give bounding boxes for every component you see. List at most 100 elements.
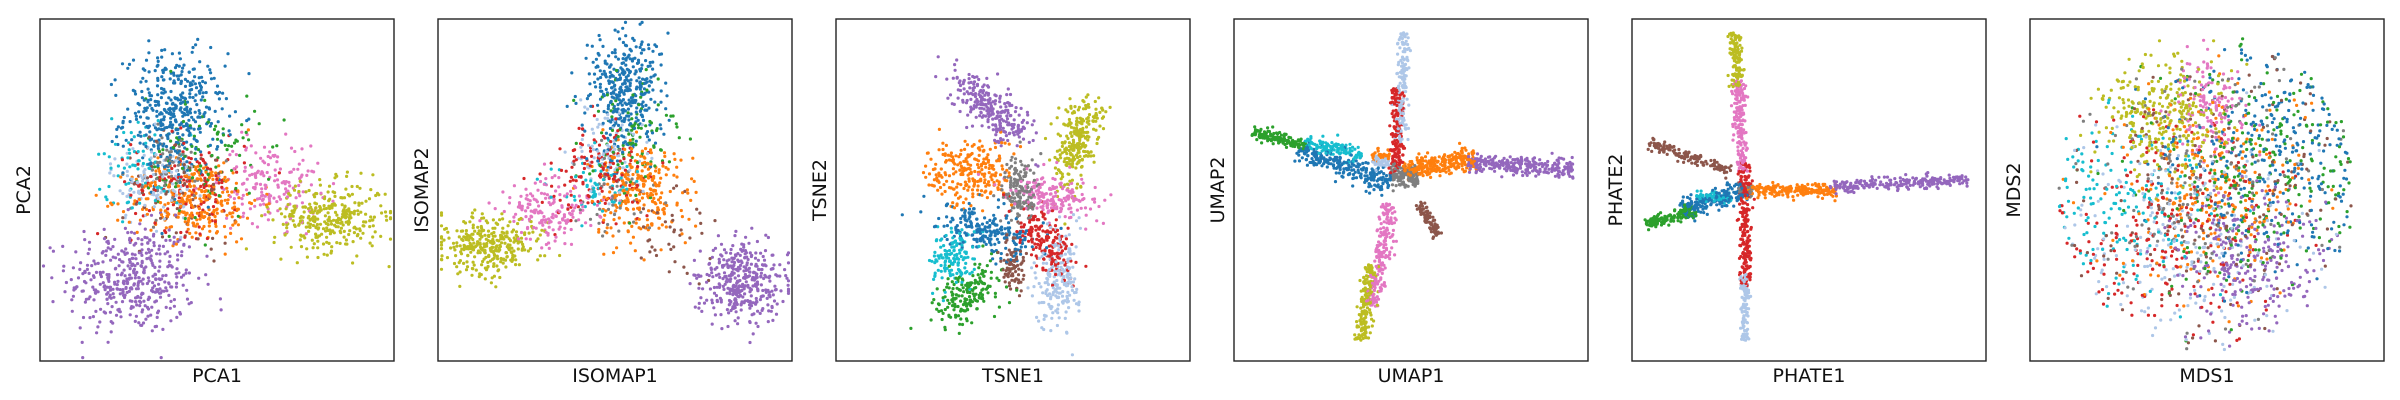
isomap-point-purple: [736, 322, 740, 326]
pca-point-green: [221, 127, 225, 131]
isomap-point-olive: [455, 241, 459, 245]
pca-point-purple: [140, 264, 144, 268]
isomap-point-green: [631, 93, 635, 97]
isomap-point-red: [636, 165, 640, 169]
isomap-point-blue: [603, 59, 607, 63]
pca-point-purple: [91, 274, 96, 278]
pca-point-pink: [253, 204, 257, 208]
isomap-point-green: [656, 103, 660, 107]
isomap-point-blue: [615, 110, 619, 114]
isomap-point-pink: [572, 184, 577, 188]
pca-point-cyan: [124, 182, 128, 186]
pca-point-olive: [333, 191, 337, 195]
isomap-point-olive: [514, 258, 518, 262]
isomap-point-pink: [563, 219, 568, 223]
isomap-point-red: [597, 143, 602, 147]
pca-point-pink: [261, 197, 265, 201]
isomap-point-orange: [635, 188, 639, 192]
pca-point-olive: [348, 194, 352, 198]
isomap-point-gray: [601, 234, 605, 238]
pca-point-olive: [293, 224, 297, 228]
isomap-point-brown: [697, 282, 701, 286]
pca-point-light-blue: [121, 191, 125, 196]
pca-point-purple: [102, 227, 106, 231]
isomap-point-orange: [636, 206, 640, 210]
pca-point-olive: [339, 231, 343, 235]
isomap-point-purple: [739, 247, 743, 251]
isomap-point-purple: [702, 301, 707, 305]
pca-point-olive: [329, 251, 333, 255]
isomap-point-orange: [615, 205, 619, 209]
isomap-point-red: [588, 164, 592, 168]
pca-point-blue: [209, 45, 213, 50]
isomap-point-purple: [733, 253, 738, 257]
pca-point-purple: [134, 257, 138, 261]
isomap-point-light-blue: [600, 161, 604, 166]
isomap-point-purple: [752, 270, 756, 274]
pca-point-blue: [173, 106, 177, 111]
pca-point-green: [245, 94, 249, 98]
pca-point-olive: [298, 216, 302, 220]
tsne-point-pink: [1093, 200, 1097, 204]
pca-point-pink: [312, 170, 316, 174]
pca-point-orange: [197, 171, 201, 175]
pca-point-blue: [215, 84, 220, 88]
isomap-point-purple: [725, 277, 729, 281]
pca-point-orange: [202, 196, 206, 200]
tsne-point-orange: [964, 197, 968, 201]
pca-point-pink: [316, 161, 320, 165]
tsne-point-purple: [1032, 119, 1036, 123]
pca-point-orange: [135, 230, 139, 234]
pca-point-olive: [306, 221, 310, 225]
tsne-point-orange: [1018, 145, 1023, 149]
isomap-point-purple: [730, 256, 734, 260]
isomap-point-orange: [657, 184, 661, 188]
isomap-point-brown: [655, 211, 660, 215]
isomap-point-pink: [550, 176, 554, 180]
pca-point-olive: [342, 208, 346, 212]
pca-point-pink: [261, 159, 265, 163]
isomap-point-blue: [608, 133, 612, 137]
pca-point-pink: [297, 183, 301, 188]
isomap-point-purple: [772, 263, 776, 267]
isomap-point-red: [583, 161, 587, 166]
isomap-point-blue: [590, 44, 594, 48]
tsne-point-purple: [962, 92, 966, 96]
pca-point-purple: [117, 309, 121, 313]
pca-point-pink: [214, 181, 218, 185]
isomap-point-purple: [750, 226, 754, 230]
pca-point-blue: [116, 125, 120, 129]
pca-point-blue: [199, 150, 203, 154]
tsne-point-orange: [978, 139, 982, 143]
pca-point-orange: [153, 180, 157, 184]
isomap-point-purple: [753, 256, 758, 260]
pca-point-brown: [223, 241, 227, 245]
tsne-point-purple: [1021, 137, 1026, 141]
isomap-point-light-blue: [589, 189, 593, 193]
isomap-point-olive: [439, 267, 444, 271]
pca-point-blue: [148, 94, 152, 98]
isomap-point-purple: [705, 298, 709, 302]
isomap-point-blue: [653, 43, 657, 47]
pca-point-olive: [332, 218, 336, 222]
isomap-point-purple: [761, 307, 765, 311]
pca-point-blue: [173, 103, 177, 107]
pca-point-pink: [266, 163, 270, 167]
isomap-point-orange: [675, 201, 679, 205]
pca-point-orange: [189, 198, 193, 202]
isomap-point-blue: [612, 104, 616, 108]
pca-point-purple: [140, 238, 144, 242]
pca-point-green: [230, 144, 234, 148]
isomap-point-orange: [628, 193, 633, 197]
pca-point-purple: [87, 247, 91, 251]
pca-point-pink: [292, 167, 296, 171]
isomap-point-orange: [673, 157, 677, 161]
pca-point-cyan: [116, 174, 120, 178]
isomap-point-cyan: [595, 183, 600, 187]
pca-point-orange: [191, 215, 195, 219]
pca-point-red: [220, 185, 224, 189]
pca-point-red: [169, 178, 174, 183]
isomap-point-red: [580, 127, 585, 131]
pca-point-orange: [154, 169, 158, 173]
pca-point-red: [181, 150, 185, 154]
